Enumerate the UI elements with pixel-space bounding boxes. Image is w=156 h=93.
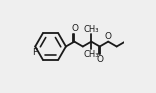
Text: F: F <box>32 48 37 57</box>
Text: O: O <box>97 55 104 64</box>
Text: O: O <box>71 24 78 33</box>
Text: CH₃: CH₃ <box>83 50 99 59</box>
Text: O: O <box>105 32 112 41</box>
Text: CH₃: CH₃ <box>83 25 99 34</box>
